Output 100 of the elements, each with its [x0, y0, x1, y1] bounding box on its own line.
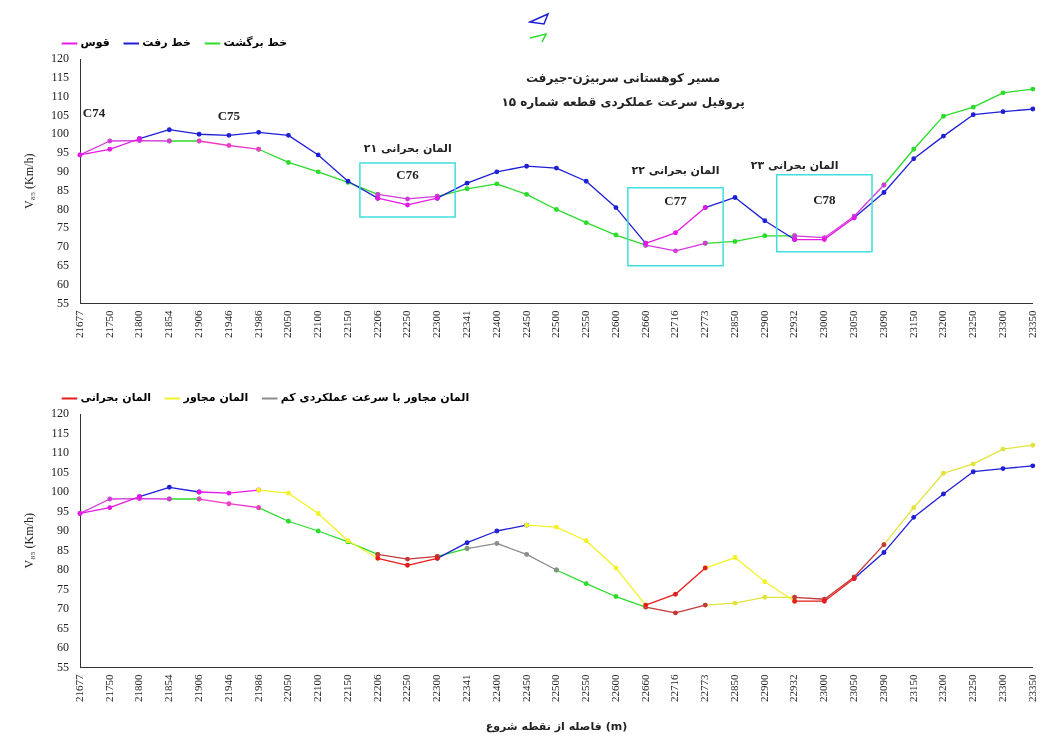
x-tick-label: 22250 — [400, 310, 413, 338]
annotation: C75 — [217, 107, 241, 123]
y-tick-label: 70 — [57, 601, 69, 616]
y-tick-label: 90 — [57, 523, 69, 538]
y-tick-label: 75 — [57, 581, 69, 596]
x-tick-label: 23250 — [966, 310, 979, 338]
y-axis-title: V₈₅ (Km/h) — [22, 513, 37, 569]
x-tick-label: 23050 — [847, 310, 860, 338]
y-tick-label: 100 — [51, 484, 69, 499]
x-tick-label: 22150 — [340, 310, 353, 338]
x-tick-label: 23150 — [906, 310, 919, 338]
x-tick-label: 22050 — [281, 310, 294, 338]
x-tick-label: 22850 — [727, 310, 740, 338]
x-tick-label: 22716 — [668, 310, 681, 338]
x-axis-title: فاصله از نقطه شروع (m) — [485, 719, 628, 733]
y-tick-label: 95 — [57, 145, 69, 160]
x-tick-label: 23350 — [1025, 310, 1038, 338]
legend-label: قوس — [80, 36, 110, 50]
x-tick-label: 22450 — [519, 674, 532, 702]
x-tick-label: 23000 — [817, 310, 830, 338]
x-tick-label: 23090 — [876, 310, 889, 338]
x-tick-label: 22500 — [549, 674, 562, 702]
x-tick-label: 22400 — [489, 310, 502, 338]
y-tick-label: 75 — [57, 220, 69, 235]
x-tick-label: 22900 — [757, 674, 770, 702]
annotation: المان بحرانی ۲۳ — [750, 159, 839, 173]
x-tick-label: 22660 — [638, 674, 651, 702]
x-tick-label: 21800 — [132, 310, 145, 338]
annotation: C74 — [82, 105, 106, 121]
x-tick-label: 23050 — [847, 674, 860, 702]
x-tick-label: 21677 — [72, 674, 85, 702]
y-tick-label: 115 — [51, 69, 69, 84]
x-tick-label: 22400 — [489, 674, 502, 702]
y-axis-title: V₈₅ (Km/h) — [22, 153, 37, 209]
x-tick-label: 21800 — [132, 674, 145, 702]
x-tick-label: 22450 — [519, 310, 532, 338]
legend-label: المان مجاور با سرعت عملکردی کم — [280, 391, 470, 405]
y-tick-label: 70 — [57, 239, 69, 254]
x-tick-label: 23300 — [995, 310, 1008, 338]
x-tick-label: 22341 — [459, 310, 472, 338]
y-tick-label: 65 — [57, 258, 69, 273]
x-tick-label: 21906 — [191, 310, 204, 338]
y-tick-label: 105 — [51, 107, 69, 122]
x-tick-label: 22773 — [698, 310, 711, 338]
x-tick-label: 23250 — [966, 674, 979, 702]
x-tick-label: 22150 — [340, 674, 353, 702]
x-tick-label: 22900 — [757, 310, 770, 338]
x-tick-label: 21986 — [251, 674, 264, 702]
x-tick-label: 23200 — [936, 310, 949, 338]
y-tick-label: 55 — [57, 659, 69, 674]
x-tick-label: 22600 — [608, 310, 621, 338]
text: پروفیل سرعت عملکردی قطعه شماره ۱۵ — [501, 95, 745, 111]
legend-label: المان مجاور — [182, 391, 249, 405]
y-tick-label: 100 — [51, 126, 69, 141]
y-tick-label: 85 — [57, 542, 69, 557]
x-tick-label: 23200 — [936, 674, 949, 702]
y-tick-label: 105 — [51, 464, 69, 479]
annotation: C76 — [396, 167, 420, 183]
x-tick-label: 22600 — [608, 674, 621, 702]
x-tick-label: 22773 — [698, 674, 711, 702]
x-tick-label: 21946 — [221, 674, 234, 702]
x-tick-label: 23000 — [817, 674, 830, 702]
x-tick-label: 23150 — [906, 674, 919, 702]
x-tick-label: 21906 — [191, 674, 204, 702]
x-tick-label: 22660 — [638, 310, 651, 338]
x-tick-label: 21854 — [162, 310, 175, 338]
x-tick-label: 22932 — [787, 674, 800, 702]
annotation: المان بحرانی ۲۱ — [363, 142, 452, 156]
y-tick-label: 65 — [57, 620, 69, 635]
x-tick-label: 21946 — [221, 310, 234, 338]
x-tick-label: 22341 — [459, 674, 472, 702]
x-tick-label: 22300 — [430, 674, 443, 702]
x-tick-label: 22500 — [549, 310, 562, 338]
x-tick-label: 22206 — [370, 310, 383, 338]
x-tick-label: 22550 — [579, 674, 592, 702]
y-tick-label: 60 — [57, 640, 69, 655]
annotation: C78 — [813, 192, 837, 208]
y-tick-label: 60 — [57, 276, 69, 291]
x-tick-label: 23350 — [1025, 674, 1038, 702]
x-tick-label: 21986 — [251, 310, 264, 338]
x-tick-label: 21677 — [72, 310, 85, 338]
y-tick-label: 55 — [57, 295, 69, 310]
y-tick-label: 115 — [51, 425, 69, 440]
x-tick-label: 22932 — [787, 310, 800, 338]
annotation: C77 — [664, 193, 688, 209]
x-tick-label: 21750 — [102, 310, 115, 338]
y-tick-label: 85 — [57, 182, 69, 197]
x-tick-label: 23300 — [995, 674, 1008, 702]
x-tick-label: 22100 — [311, 310, 324, 338]
y-tick-label: 110 — [51, 88, 69, 103]
annotation: المان بحرانی ۲۲ — [631, 164, 720, 178]
x-tick-label: 22716 — [668, 674, 681, 702]
y-tick-label: 95 — [57, 503, 69, 518]
y-tick-label: 110 — [51, 445, 69, 460]
x-tick-label: 22850 — [727, 674, 740, 702]
x-tick-label: 22100 — [311, 674, 324, 702]
y-tick-label: 80 — [57, 201, 69, 216]
text: مسیر کوهستانی سربیژن-جیرفت — [525, 71, 721, 87]
x-tick-label: 22206 — [370, 674, 383, 702]
x-tick-label: 22050 — [281, 674, 294, 702]
